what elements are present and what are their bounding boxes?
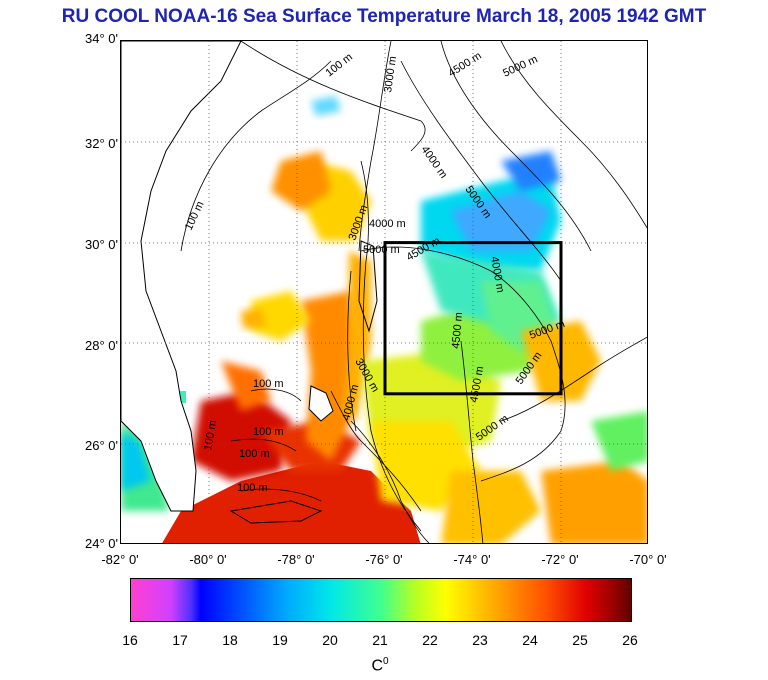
- lon-label-70: -70° 0': [629, 552, 667, 567]
- contour-label: 100 m: [253, 426, 284, 438]
- colorbar-tick: 19: [272, 632, 288, 648]
- lon-label-74: -74° 0': [453, 552, 491, 567]
- lat-label-32: 32° 0': [85, 136, 118, 151]
- coastline: [121, 41, 378, 524]
- lat-label-34: 34° 0': [85, 31, 118, 46]
- graticule: [121, 41, 647, 543]
- colorbar-tick: 16: [122, 632, 138, 648]
- lon-label-80: -80° 0': [189, 552, 227, 567]
- lat-label-28: 28° 0': [85, 338, 118, 353]
- chart-title: RU COOL NOAA-16 Sea Surface Temperature …: [61, 6, 707, 27]
- temperature-colorbar: [130, 578, 632, 622]
- colorbar-tick: 23: [472, 632, 488, 648]
- lon-label-72: -72° 0': [541, 552, 579, 567]
- contour-label: 100 m: [239, 448, 270, 460]
- bathymetry-contours: [180, 41, 647, 543]
- study-area-box: [383, 241, 563, 396]
- colorbar-tick: 20: [322, 632, 338, 648]
- contour-label: 100 m: [202, 419, 219, 451]
- colorbar-tick: 24: [522, 632, 538, 648]
- colorbar-tick: 21: [372, 632, 388, 648]
- contour-label: 4000 m: [369, 218, 406, 230]
- lon-label-76: -76° 0': [365, 552, 403, 567]
- colorbar-unit-text: C: [371, 657, 383, 675]
- sst-map: 100 m 100 m 100 m 100 m 100 m 100 m 100 …: [120, 40, 648, 544]
- contour-label: 3000 m: [382, 55, 399, 93]
- sst-data-layer: [121, 96, 647, 543]
- colorbar-tick: 17: [172, 632, 188, 648]
- contour-label: 100 m: [237, 482, 268, 494]
- colorbar-tick: 25: [572, 632, 588, 648]
- colorbar-unit: C0: [360, 656, 400, 675]
- colorbar-tick: 18: [222, 632, 238, 648]
- lat-label-24: 24° 0': [85, 536, 118, 551]
- sst-map-svg: 100 m 100 m 100 m 100 m 100 m 100 m 100 …: [121, 41, 647, 543]
- lat-label-30: 30° 0': [85, 237, 118, 252]
- colorbar-tick: 26: [622, 632, 638, 648]
- contour-label: 4500 m: [450, 312, 465, 350]
- colorbar-unit-sup: 0: [383, 656, 389, 667]
- contour-label: 5000 m: [363, 244, 400, 256]
- lat-label-26: 26° 0': [85, 438, 118, 453]
- lon-label-78: -78° 0': [277, 552, 315, 567]
- contour-label: 100 m: [253, 378, 284, 390]
- colorbar-tick: 22: [422, 632, 438, 648]
- lon-label-82: -82° 0': [101, 552, 139, 567]
